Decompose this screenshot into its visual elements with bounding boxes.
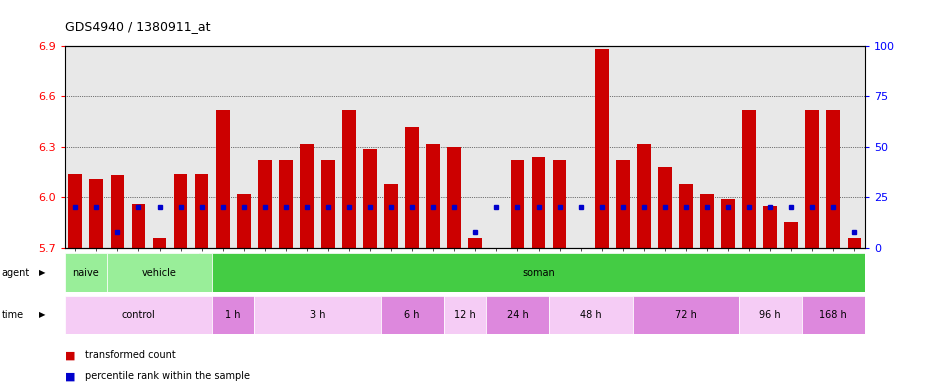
Bar [65, 253, 107, 292]
Text: 6 h: 6 h [404, 310, 420, 320]
Bar [468, 238, 482, 248]
Text: 12 h: 12 h [454, 310, 475, 320]
Bar [195, 174, 208, 248]
Bar [216, 110, 229, 248]
Bar [174, 174, 188, 248]
Text: time: time [2, 310, 24, 320]
Bar [738, 296, 802, 334]
Bar [489, 248, 503, 258]
Text: ▶: ▶ [39, 310, 45, 319]
Text: ■: ■ [65, 350, 75, 360]
Bar [700, 194, 714, 248]
Bar [444, 296, 486, 334]
Bar [763, 206, 777, 248]
Text: 1 h: 1 h [226, 310, 240, 320]
Bar [300, 144, 314, 248]
Bar [384, 184, 398, 248]
Bar [426, 144, 440, 248]
Bar [65, 296, 212, 334]
Bar [107, 253, 212, 292]
Text: transformed count: transformed count [85, 350, 176, 360]
Bar [532, 157, 546, 248]
Bar [511, 161, 524, 248]
Text: GDS4940 / 1380911_at: GDS4940 / 1380911_at [65, 20, 210, 33]
Text: percentile rank within the sample: percentile rank within the sample [85, 371, 250, 381]
Bar [237, 194, 251, 248]
Bar [448, 147, 462, 248]
Bar [595, 50, 609, 248]
Bar [634, 296, 738, 334]
Bar [258, 161, 272, 248]
Text: 3 h: 3 h [310, 310, 326, 320]
Bar [111, 175, 124, 248]
Bar [826, 110, 840, 248]
Text: 72 h: 72 h [675, 310, 697, 320]
Text: agent: agent [2, 268, 31, 278]
Text: ▶: ▶ [39, 268, 45, 277]
Bar [279, 161, 292, 248]
Bar [637, 144, 650, 248]
Text: vehicle: vehicle [142, 268, 177, 278]
Bar [847, 238, 861, 248]
Bar [321, 161, 335, 248]
Bar [802, 296, 865, 334]
Bar [342, 110, 356, 248]
Bar [553, 161, 566, 248]
Bar [68, 174, 82, 248]
Bar [380, 296, 444, 334]
Bar [658, 167, 672, 248]
Bar [254, 296, 380, 334]
Text: 96 h: 96 h [759, 310, 781, 320]
Bar [742, 110, 756, 248]
Bar [486, 296, 549, 334]
Bar [364, 149, 376, 248]
Bar [131, 204, 145, 248]
Text: ■: ■ [65, 371, 75, 381]
Bar [784, 222, 798, 248]
Text: soman: soman [522, 268, 555, 278]
Text: 48 h: 48 h [580, 310, 602, 320]
Text: 24 h: 24 h [507, 310, 528, 320]
Bar [722, 199, 734, 248]
Bar [90, 179, 104, 248]
Text: control: control [121, 310, 155, 320]
Bar [806, 110, 819, 248]
Bar [153, 238, 166, 248]
Text: 168 h: 168 h [820, 310, 847, 320]
Bar [574, 248, 587, 251]
Bar [212, 296, 254, 334]
Bar [616, 161, 630, 248]
Text: naive: naive [72, 268, 99, 278]
Bar [405, 127, 419, 248]
Bar [212, 253, 865, 292]
Bar [679, 184, 693, 248]
Bar [549, 296, 634, 334]
